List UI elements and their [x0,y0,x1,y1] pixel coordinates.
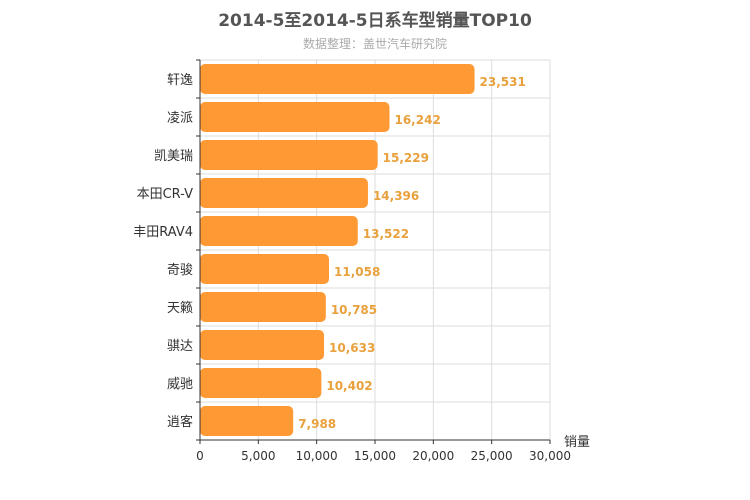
category-label: 逍客 [167,414,193,430]
data-label: 16,242 [394,113,440,127]
category-label: 轩逸 [167,73,193,88]
data-label: 10,402 [326,379,372,393]
x-axis-label: 销量 [564,435,590,450]
label-layer: 轩逸 23,531 凌派 16,242 凯美瑞 15,229 本田CR-V 14,396 丰田R… [133,73,590,463]
data-label: 13,522 [363,227,409,241]
bar [200,254,330,284]
data-label: 23,531 [480,75,526,89]
bar [200,140,378,170]
category-label: 丰田RAV4 [133,225,193,240]
bar [200,102,390,132]
axis-layer [196,59,551,444]
chart-title: 2014-5至2014-5日系车型销量TOP10 [218,11,532,31]
data-label: 10,633 [329,341,375,355]
category-label: 凯美瑞 [154,149,193,164]
x-tick-label: 0 [196,449,204,463]
bar [200,178,368,208]
x-tick-label: 10,000 [296,449,338,463]
category-label: 凌派 [167,111,193,126]
chart-subtitle: 数据整理：盖世汽车研究院 [302,37,447,51]
bar-layer [200,64,475,436]
bar [200,64,475,94]
category-label: 奇骏 [167,262,193,278]
x-tick-label: 30,000 [529,449,571,463]
bar [200,216,358,246]
data-label: 15,229 [383,151,429,165]
category-label: 骐达 [167,339,193,354]
data-label: 11,058 [334,265,380,279]
category-label: 威驰 [167,377,193,392]
bar [200,292,326,322]
data-label: 7,988 [298,417,336,431]
x-tick-label: 15,000 [354,449,396,463]
data-label: 14,396 [373,189,419,203]
data-label: 10,785 [331,303,377,317]
bar [200,368,322,398]
category-label: 天籁 [167,301,193,316]
bar [200,330,325,360]
category-label: 本田CR-V [137,187,194,202]
x-tick-label: 20,000 [412,449,454,463]
bar [200,406,294,436]
x-tick-label: 5,000 [241,449,275,463]
x-tick-label: 25,000 [471,449,513,463]
